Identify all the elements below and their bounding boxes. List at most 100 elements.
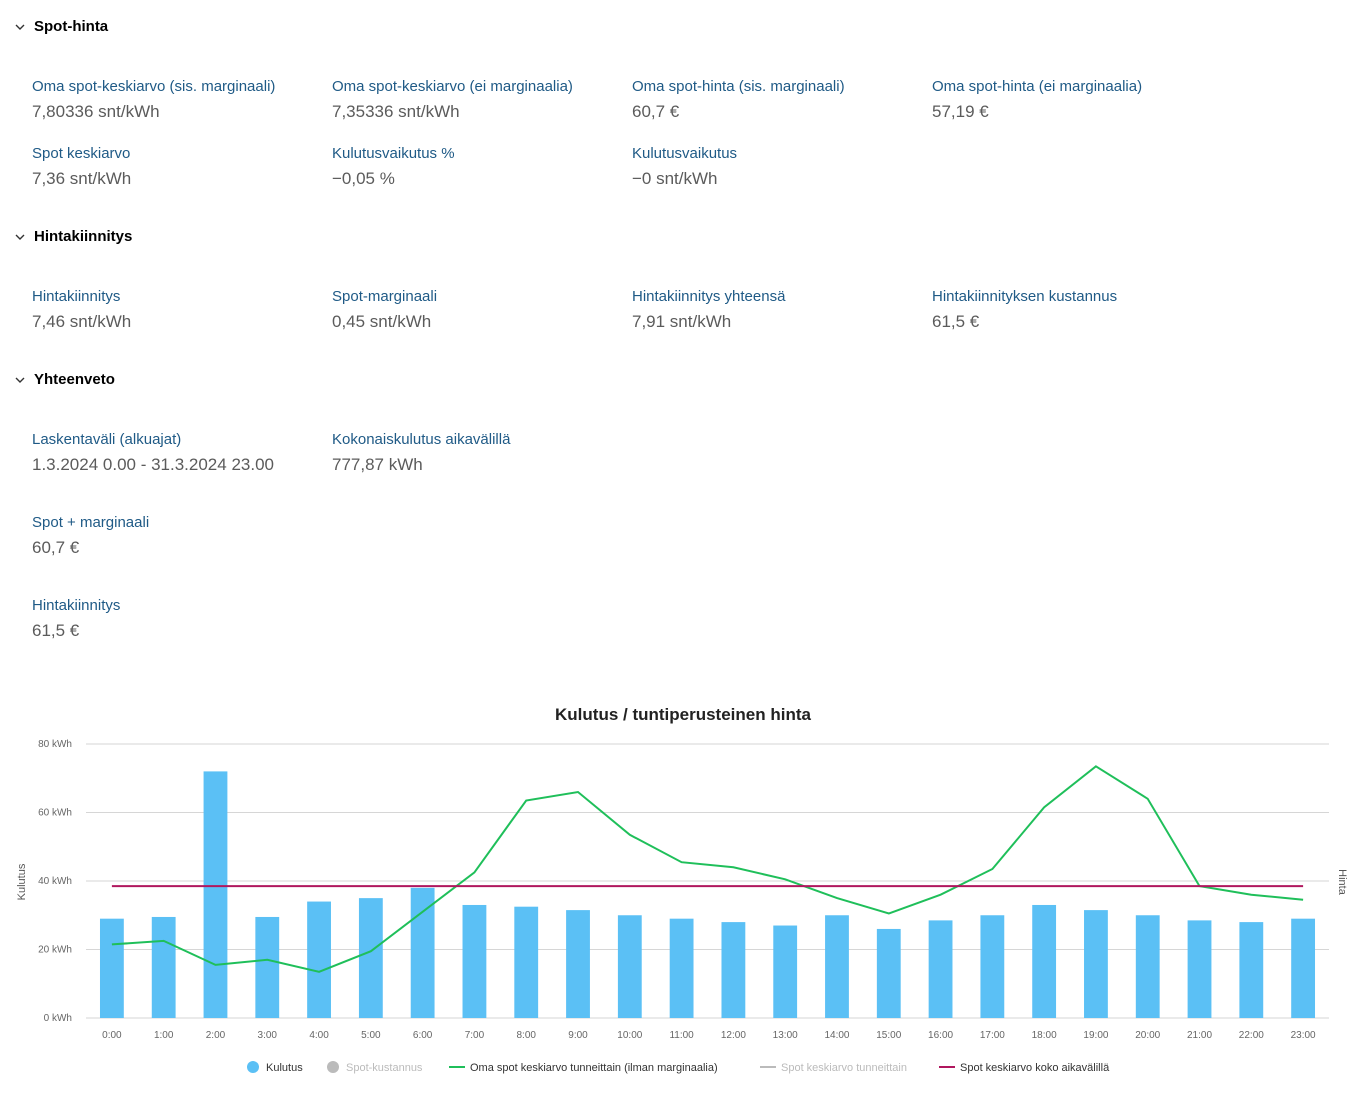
stat-own-spot-price-incl: Oma spot-hinta (sis. marginaali) 60,7 € (632, 77, 845, 124)
legend-item-label: Kulutus (266, 1062, 303, 1074)
y2-axis-label: Hinta (1336, 869, 1348, 896)
stat-label: Oma spot-keskiarvo (sis. marginaali) (32, 78, 276, 95)
legend-item-label: Spot keskiarvo koko aikavälillä (960, 1062, 1110, 1074)
x-tick-label: 14:00 (824, 1030, 849, 1041)
stat-value: 7,91 snt/kWh (632, 312, 732, 331)
chevron-down-icon (15, 377, 25, 383)
bar-kulutus (825, 915, 849, 1018)
y-axis-ticks: 0 kWh 20 kWh 40 kWh 60 kWh 80 kWh (38, 739, 72, 1024)
x-tick-label: 19:00 (1083, 1030, 1108, 1041)
x-tick-label: 21:00 (1187, 1030, 1212, 1041)
legend-item-label: Spot-kustannus (346, 1062, 423, 1074)
bar-kulutus (928, 920, 953, 1018)
section-toggle-summary[interactable]: Yhteenveto (14, 371, 115, 388)
line-own-spot-hourly (111, 765, 1304, 973)
stat-value: 57,19 € (932, 102, 989, 121)
stat-hedge-sum: Hintakiinnitys 61,5 € (32, 596, 120, 643)
stat-label: Kokonaiskulutus aikavälillä (332, 431, 511, 448)
stat-label: Oma spot-keskiarvo (ei marginaalia) (332, 78, 573, 95)
stat-value: 7,80336 snt/kWh (32, 102, 160, 121)
section-title-spot: Spot-hinta (34, 18, 109, 35)
y-tick-label: 40 kWh (38, 876, 72, 887)
section-toggle-spot[interactable]: Spot-hinta (14, 18, 108, 35)
bar-kulutus (773, 925, 798, 1018)
stat-spot-avg: Spot keskiarvo 7,36 snt/kWh (32, 144, 131, 191)
stat-consumption-effect: Kulutusvaikutus −0 snt/kWh (632, 144, 737, 191)
bar-kulutus (1084, 910, 1108, 1018)
x-tick-label: 22:00 (1239, 1030, 1264, 1041)
stat-value: −0 snt/kWh (632, 169, 718, 188)
bar-series (99, 771, 1316, 1018)
stat-value: 777,87 kWh (332, 455, 423, 474)
x-tick-label: 11:00 (669, 1030, 694, 1041)
stat-hedge-price: Hintakiinnitys 7,46 snt/kWh (32, 287, 131, 334)
legend-marker-dot (247, 1061, 259, 1073)
bar-kulutus (358, 898, 383, 1018)
section-title-hedge: Hintakiinnitys (34, 228, 133, 245)
x-tick-label: 16:00 (928, 1030, 953, 1041)
legend-marker-dot (327, 1061, 339, 1073)
stat-label: Oma spot-hinta (sis. marginaali) (632, 78, 845, 95)
stat-label: Oma spot-hinta (ei marginaalia) (932, 78, 1143, 95)
bar-kulutus (255, 916, 280, 1018)
section-toggle-hedge[interactable]: Hintakiinnitys (14, 228, 132, 245)
x-tick-label: 6:00 (413, 1030, 433, 1041)
bar-kulutus (1239, 922, 1264, 1018)
chart-title: Kulutus / tuntiperusteinen hinta (555, 705, 811, 724)
bar-kulutus (410, 887, 435, 1018)
stat-period: Laskentaväli (alkuajat) 1.3.2024 0.00 - … (32, 430, 274, 477)
x-tick-label: 0:00 (102, 1030, 122, 1041)
x-tick-label: 9:00 (568, 1030, 588, 1041)
line-series (111, 765, 1304, 973)
stat-value: 7,46 snt/kWh (32, 312, 132, 331)
x-tick-label: 13:00 (773, 1030, 798, 1041)
bar-kulutus (514, 906, 539, 1018)
bar-kulutus (1032, 904, 1057, 1018)
y-tick-label: 80 kWh (38, 739, 72, 750)
stat-value: 60,7 € (32, 538, 80, 557)
stat-label: Spot-marginaali (332, 288, 438, 305)
section-title-summary: Yhteenveto (34, 371, 115, 388)
stat-consumption-effect-pct: Kulutusvaikutus % −0,05 % (332, 144, 455, 191)
x-tick-label: 8:00 (516, 1030, 536, 1041)
y-tick-label: 60 kWh (38, 808, 72, 819)
bar-kulutus (617, 915, 642, 1018)
stat-own-spot-avg-incl: Oma spot-keskiarvo (sis. marginaali) 7,8… (32, 77, 275, 124)
bar-kulutus (307, 901, 331, 1018)
chart-legend: Kulutus Spot-kustannus Oma spot keskiarvo … (247, 1061, 1110, 1074)
y-tick-label: 0 kWh (44, 1013, 72, 1024)
stat-label: Spot keskiarvo (32, 145, 131, 162)
x-tick-label: 1:00 (154, 1030, 174, 1041)
stat-spot-margin: Spot-marginaali 0,45 snt/kWh (332, 287, 437, 334)
bar-kulutus (980, 915, 1005, 1018)
bar-kulutus (462, 904, 487, 1018)
stat-value: 7,36 snt/kWh (32, 169, 132, 188)
legend-item-label: Spot keskiarvo tunneittain (781, 1062, 907, 1074)
bar-kulutus (669, 918, 694, 1018)
x-tick-label: 23:00 (1291, 1030, 1316, 1041)
stat-label: Hintakiinnitys (32, 288, 121, 305)
x-tick-label: 12:00 (721, 1030, 746, 1041)
stat-label: Kulutusvaikutus % (332, 145, 455, 162)
stat-value: −0,05 % (332, 169, 395, 188)
stat-own-spot-price-excl: Oma spot-hinta (ei marginaalia) 57,19 € (932, 77, 1142, 124)
stat-value: 60,7 € (632, 102, 680, 121)
bar-kulutus (721, 922, 746, 1018)
y-tick-label: 20 kWh (38, 945, 72, 956)
stat-label: Hintakiinnityksen kustannus (932, 288, 1118, 305)
x-tick-label: 18:00 (1032, 1030, 1057, 1041)
x-tick-label: 7:00 (465, 1030, 485, 1041)
stat-spot-plus-margin: Spot + marginaali 60,7 € (32, 513, 149, 560)
legend-item-label: Oma spot keskiarvo tunneittain (ilman ma… (470, 1062, 718, 1074)
stat-value: 61,5 € (32, 621, 80, 640)
bar-kulutus (1291, 918, 1316, 1018)
bar-kulutus (1135, 915, 1160, 1018)
bar-kulutus (203, 771, 228, 1018)
stat-label: Spot + marginaali (32, 514, 150, 531)
stat-label: Kulutusvaikutus (632, 145, 738, 162)
stat-label: Laskentaväli (alkuajat) (32, 431, 182, 448)
stat-hedge-total: Hintakiinnitys yhteensä 7,91 snt/kWh (632, 287, 785, 334)
stat-total-consumption: Kokonaiskulutus aikavälillä 777,87 kWh (332, 430, 510, 477)
y-axis-label: Kulutus (16, 863, 28, 900)
x-tick-label: 3:00 (258, 1030, 278, 1041)
